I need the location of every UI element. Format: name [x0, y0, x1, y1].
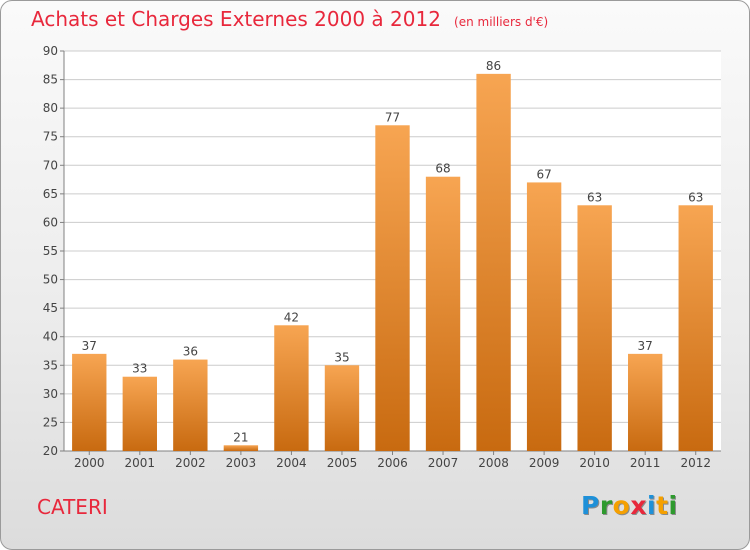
bar-2005 [324, 365, 360, 451]
logo-letter: r [599, 491, 613, 520]
x-tick-label-2011: 2011 [630, 456, 661, 470]
bar-2007 [425, 176, 461, 451]
y-tick-label: 65 [43, 187, 58, 201]
y-tick-label: 40 [43, 330, 58, 344]
bar-2002 [173, 359, 208, 451]
bar-2006 [375, 125, 410, 452]
data-label-2005: 35 [334, 350, 349, 364]
y-tick-label: 90 [43, 44, 58, 58]
logo-letter: i [668, 491, 678, 520]
x-tick-label-2002: 2002 [175, 456, 206, 470]
logo-letter: o [612, 491, 631, 520]
data-label-2010: 63 [587, 190, 602, 204]
y-tick-label: 25 [43, 415, 58, 429]
x-tick-label-2007: 2007 [428, 456, 459, 470]
x-tick-label-2005: 2005 [327, 456, 358, 470]
x-tick-label-2003: 2003 [226, 456, 257, 470]
bar-2008 [476, 73, 511, 451]
bar-2001 [122, 376, 157, 451]
data-label-2008: 86 [486, 59, 501, 73]
bar-2009 [526, 182, 562, 451]
x-tick-label-2008: 2008 [478, 456, 509, 470]
logo-letter: P [581, 491, 600, 520]
data-label-2007: 68 [435, 162, 450, 176]
y-tick-label: 80 [43, 101, 58, 115]
data-label-2009: 67 [536, 167, 551, 181]
x-tick-label-2000: 2000 [74, 456, 105, 470]
data-label-2001: 33 [132, 362, 147, 376]
bar-2010 [577, 205, 612, 451]
logo-letter: t [656, 491, 669, 520]
commune-name: CATERI [37, 495, 108, 519]
y-tick-label: 70 [43, 158, 58, 172]
logo-letter: x [630, 491, 647, 520]
x-tick-label-2001: 2001 [125, 456, 156, 470]
data-label-2002: 36 [183, 345, 198, 359]
data-label-2012: 63 [688, 190, 703, 204]
bar-2003 [223, 445, 259, 451]
y-tick-label: 85 [43, 73, 58, 87]
y-tick-label: 20 [43, 444, 58, 458]
chart-unit: (en milliers d'€) [454, 15, 549, 29]
y-tick-label: 75 [43, 130, 58, 144]
y-tick-label: 55 [43, 244, 58, 258]
y-tick-label: 45 [43, 301, 58, 315]
x-tick-label-2006: 2006 [377, 456, 408, 470]
y-tick-label: 50 [43, 273, 58, 287]
chart-title-block: Achats et Charges Externes 2000 à 2012 (… [31, 7, 548, 31]
y-tick-label: 60 [43, 215, 58, 229]
data-label-2011: 37 [638, 339, 653, 353]
bar-2000 [72, 353, 107, 451]
data-label-2004: 42 [284, 310, 299, 324]
data-label-2003: 21 [233, 430, 248, 444]
x-tick-label-2010: 2010 [579, 456, 610, 470]
bar-2011 [628, 353, 663, 451]
x-tick-label-2004: 2004 [276, 456, 307, 470]
logo-letter: i [647, 491, 657, 520]
bar-2004 [274, 325, 309, 451]
data-label-2000: 37 [82, 339, 97, 353]
x-tick-label-2009: 2009 [529, 456, 560, 470]
x-tick-label-2012: 2012 [680, 456, 711, 470]
chart-title: Achats et Charges Externes 2000 à 2012 [31, 7, 441, 31]
data-label-2006: 77 [385, 110, 400, 124]
proxiti-logo: Proxiti [581, 491, 678, 520]
y-tick-label: 30 [43, 387, 58, 401]
y-tick-label: 35 [43, 358, 58, 372]
bar-2012 [678, 205, 713, 451]
